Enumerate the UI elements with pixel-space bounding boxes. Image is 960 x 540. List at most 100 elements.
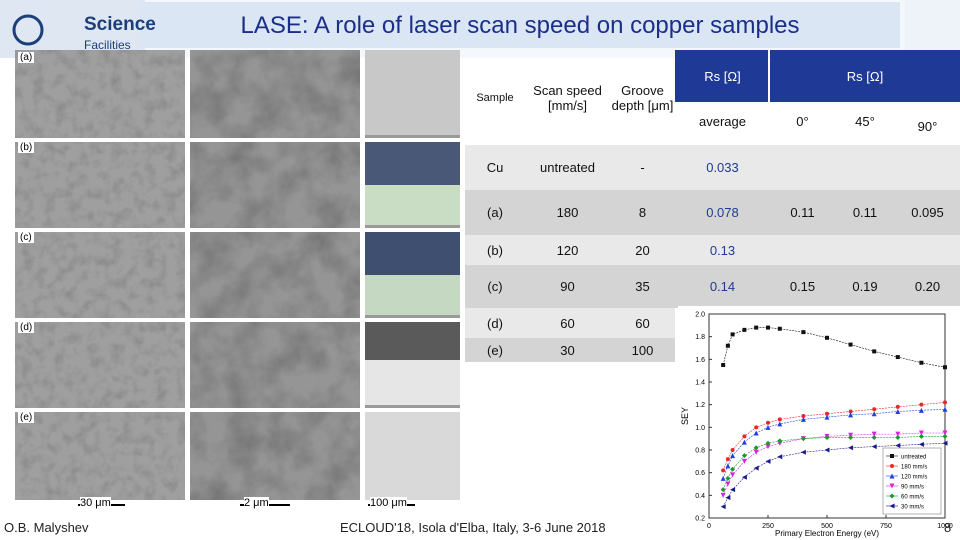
cross-section: [365, 410, 460, 500]
sub-header: average: [699, 113, 746, 129]
marker: [848, 409, 853, 414]
marker: [824, 414, 830, 420]
marker: [741, 474, 747, 480]
marker: [871, 444, 877, 450]
panel-label: (b): [18, 142, 35, 153]
table-cell: 30: [560, 342, 575, 358]
header-cell: Sample: [476, 91, 514, 104]
table-cell: untreated: [540, 160, 595, 175]
y-tick-label: 2.0: [695, 312, 705, 319]
table-cell: 180: [556, 205, 579, 220]
table-cell: 0.11: [790, 205, 815, 220]
marker: [918, 433, 924, 439]
table-cell: (d): [487, 315, 503, 331]
marker: [730, 466, 736, 472]
marker: [741, 458, 747, 464]
marker: [777, 326, 782, 331]
cross-section: [365, 275, 460, 315]
row-bg: [465, 235, 960, 265]
row-bg: [465, 338, 675, 362]
sem-texture: [190, 50, 360, 500]
x-tick-label: 500: [821, 523, 833, 530]
legend-label: untreated: [901, 455, 926, 461]
marker: [741, 439, 747, 445]
marker: [777, 438, 783, 444]
marker: [918, 441, 924, 447]
marker: [800, 449, 806, 455]
marker: [754, 425, 759, 430]
marker: [766, 420, 770, 425]
marker: [720, 475, 726, 481]
marker: [943, 400, 947, 405]
marker: [848, 445, 854, 451]
scale-bar-label: 100 μm: [370, 497, 407, 509]
table-bg: [465, 50, 960, 362]
x-tick-label: 0: [707, 523, 711, 530]
logo-mark: [12, 14, 44, 46]
marker: [721, 363, 726, 367]
legend-label: 60 mm/s: [901, 495, 924, 501]
table-cell: 8: [638, 205, 647, 220]
x-tick-label: 250: [762, 523, 774, 530]
marker: [918, 407, 924, 413]
row-bg: [465, 308, 675, 338]
marker: [753, 430, 759, 436]
sub-header: 90°: [917, 118, 938, 134]
header-cell: Scan speed [mm/s]: [533, 82, 602, 113]
marker: [895, 431, 901, 437]
marker: [730, 332, 735, 337]
y-tick-label: 1.6: [695, 357, 705, 364]
marker: [889, 493, 895, 499]
marker: [895, 435, 901, 441]
y-tick-label: 1.8: [695, 334, 705, 341]
table-cell: (c): [487, 279, 503, 294]
scale-bar-label: 30 μm: [80, 497, 111, 509]
marker: [720, 492, 726, 498]
marker: [766, 325, 770, 330]
table-cell: 0.15: [789, 279, 816, 294]
table-cell: (a): [487, 205, 503, 220]
table-cell: 0.11: [852, 205, 878, 220]
y-tick-label: 0.2: [695, 516, 705, 523]
marker: [824, 447, 830, 453]
logo-text: Facilities: [84, 38, 131, 52]
sub-header: 0°: [796, 113, 809, 129]
logo-text: Science: [84, 14, 156, 35]
y-tick-label: 1.0: [695, 425, 705, 432]
panel-label: (e): [18, 412, 35, 423]
x-axis-label: Primary Electron Energy (eV): [775, 529, 879, 538]
marker: [895, 408, 901, 414]
marker: [919, 360, 924, 365]
marker: [765, 440, 771, 446]
table-cell: 0.14: [709, 279, 736, 294]
marker: [848, 412, 854, 418]
marker: [942, 406, 948, 412]
marker: [725, 463, 731, 469]
marker: [725, 343, 730, 348]
marker: [890, 464, 894, 468]
marker: [943, 365, 947, 370]
marker: [825, 335, 829, 340]
sey-chart: 0.2 0.4 0.6 0.8 1.0 1.2 1.4 1.6 1.8 2.0 0 250 500 750…: [678, 306, 960, 540]
sem-images: [15, 50, 460, 506]
panel-label: (a): [18, 52, 35, 63]
marker: [754, 325, 759, 330]
y-tick-label: 1.2: [695, 402, 705, 409]
series-line: [722, 436, 945, 490]
marker: [777, 421, 783, 427]
marker: [889, 483, 895, 489]
marker: [895, 404, 900, 409]
row-bg: [465, 190, 960, 235]
cross-section: [365, 50, 460, 135]
table-cell: 0.20: [914, 279, 941, 294]
table-cell: -: [640, 160, 645, 175]
panel-label: (d): [18, 322, 35, 333]
table-cell: 90: [560, 279, 575, 294]
slide-title: LASE: A role of laser scan speed on copp…: [240, 12, 800, 39]
table-cell: 0.19: [852, 279, 878, 294]
marker: [890, 454, 894, 458]
legend-box: [882, 447, 942, 515]
marker: [777, 454, 783, 460]
marker: [742, 434, 747, 439]
table-cell: Cu: [486, 160, 504, 175]
